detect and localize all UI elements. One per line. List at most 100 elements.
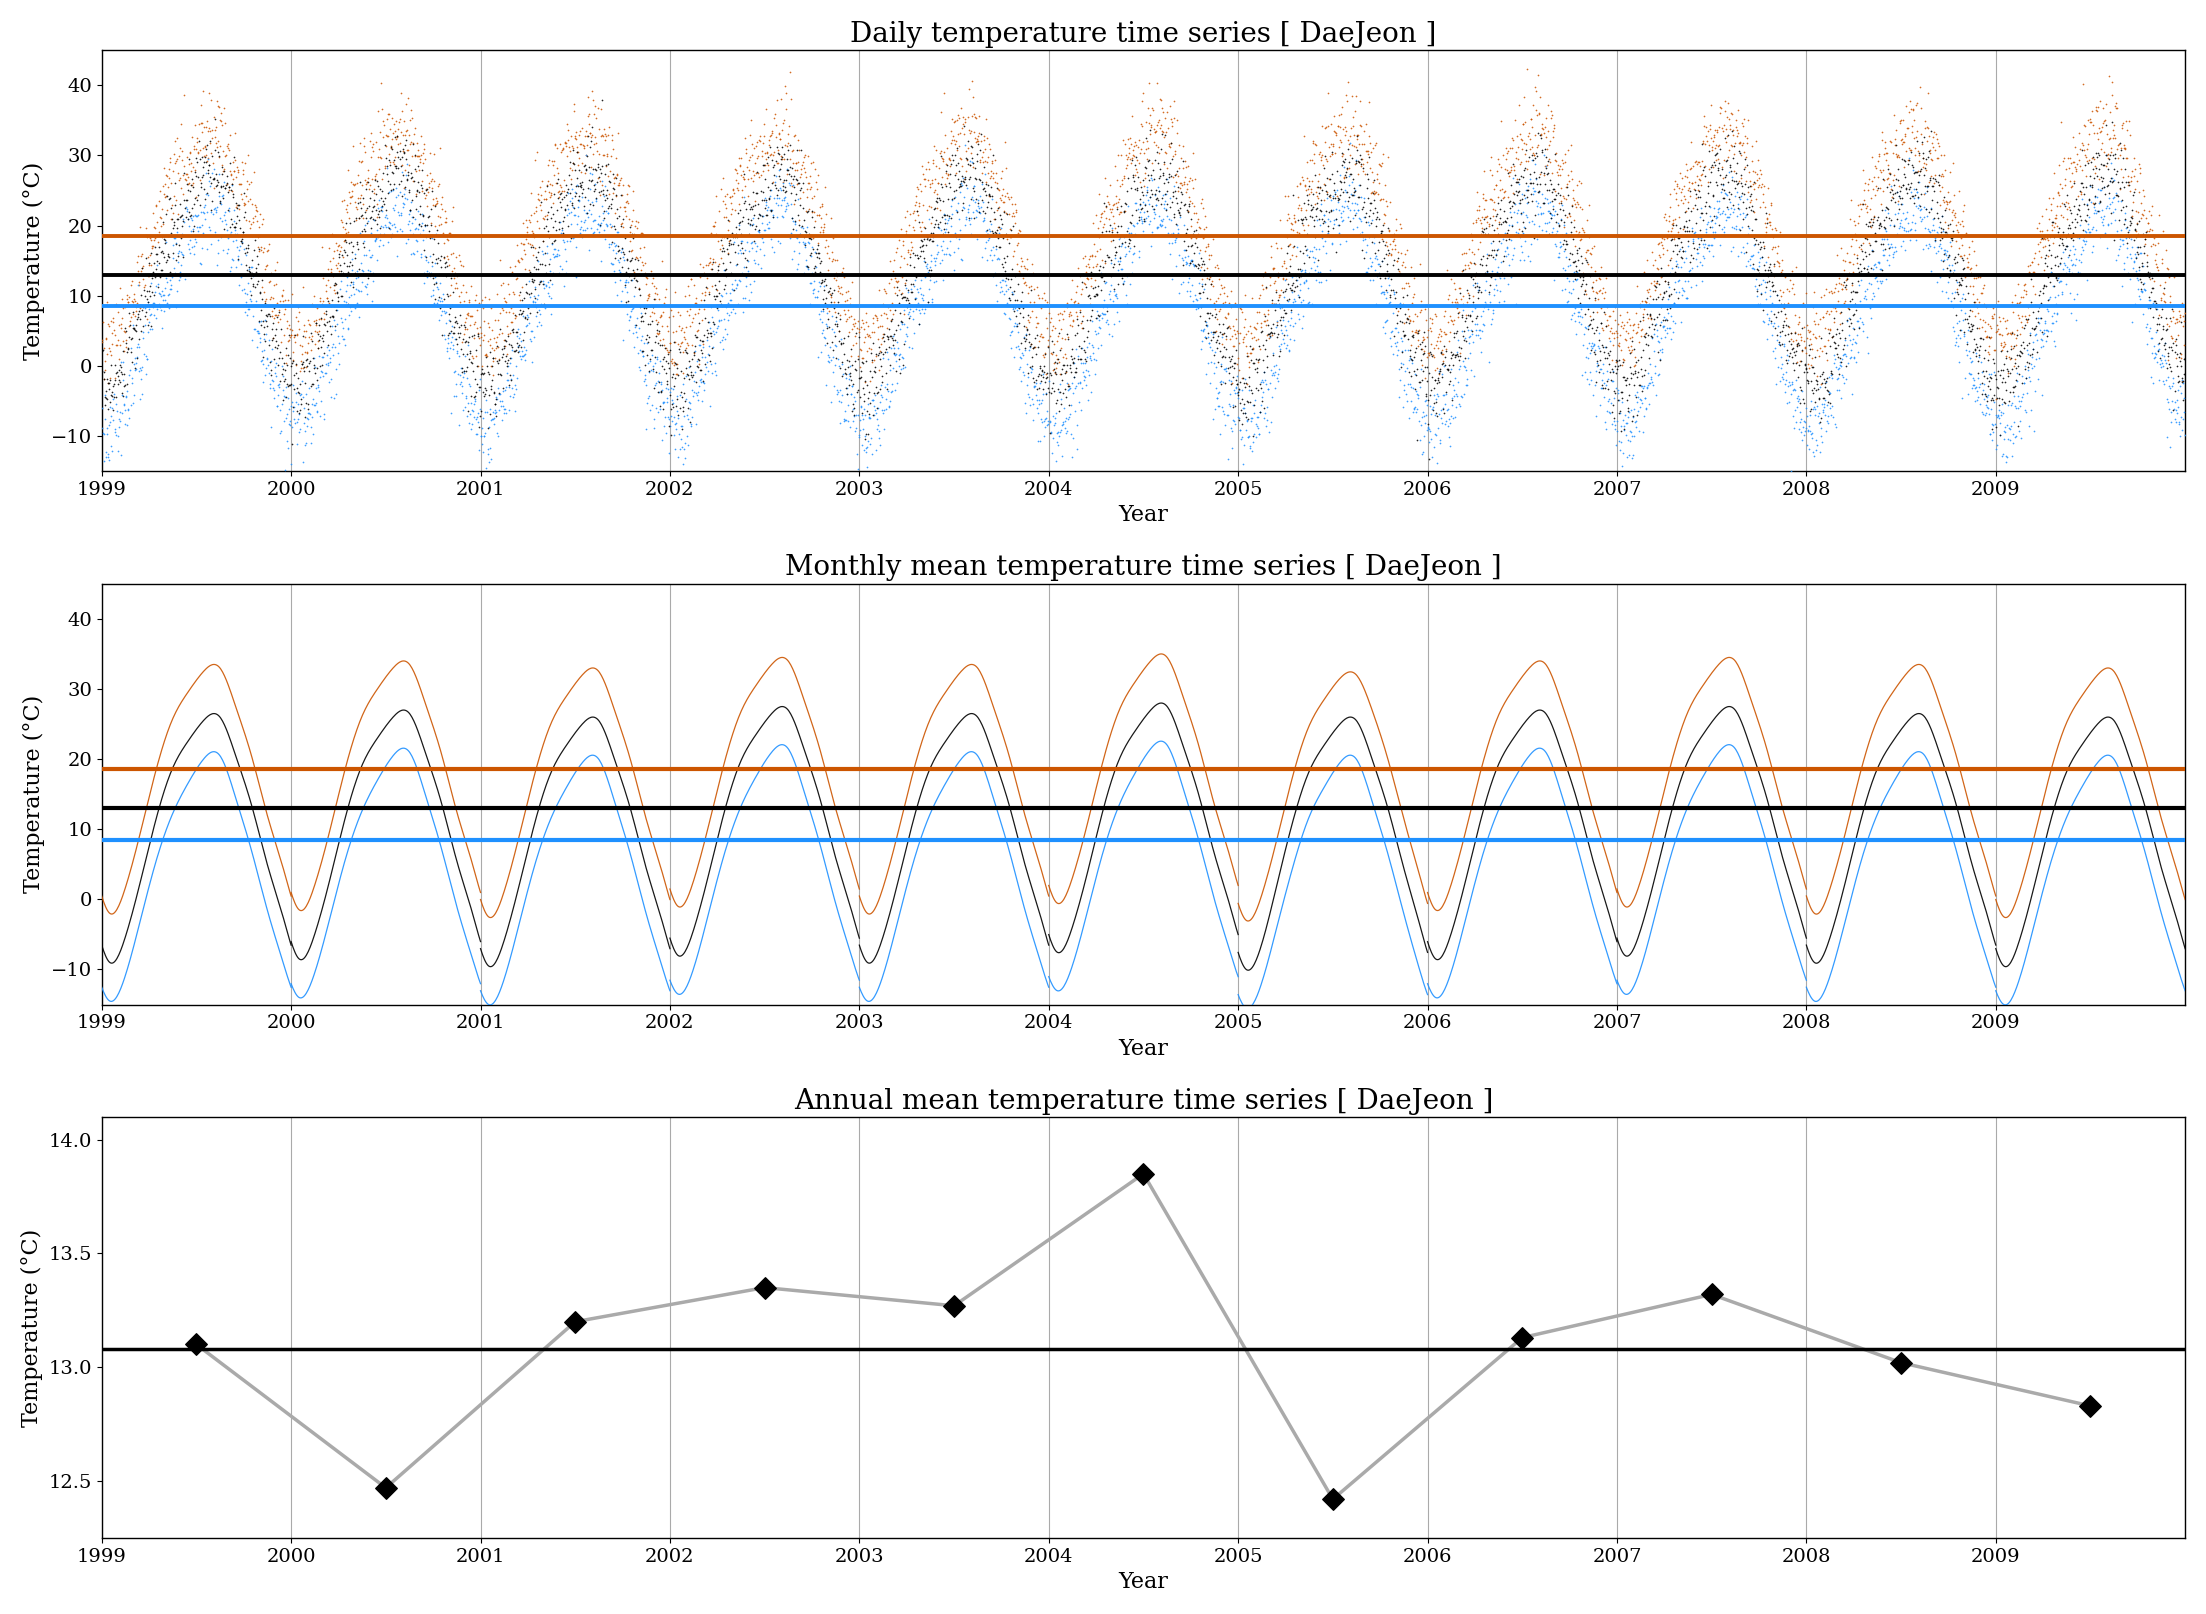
- Point: [1088, 249, 1123, 274]
- Point: [1961, 374, 1996, 400]
- Point: [1524, 200, 1560, 226]
- Point: [642, 286, 677, 312]
- Point: [461, 395, 496, 421]
- Point: [110, 371, 146, 397]
- Point: [485, 341, 521, 366]
- Point: [1099, 195, 1134, 221]
- Point: [168, 161, 203, 187]
- Point: [176, 132, 212, 158]
- Point: [1910, 173, 1946, 199]
- Point: [1963, 279, 1999, 305]
- Point: [1835, 302, 1871, 328]
- Point: [1017, 334, 1052, 360]
- Point: [1182, 190, 1218, 216]
- Point: [432, 336, 468, 362]
- Point: [662, 405, 697, 431]
- Point: [1591, 313, 1626, 339]
- Point: [2043, 263, 2078, 289]
- Point: [1167, 153, 1202, 179]
- Point: [1169, 176, 1204, 202]
- Point: [1471, 242, 1507, 268]
- Point: [529, 173, 565, 199]
- Point: [990, 305, 1026, 331]
- Point: [1760, 232, 1796, 258]
- Point: [1895, 119, 1930, 145]
- Point: [329, 289, 364, 315]
- Point: [408, 147, 443, 173]
- Point: [1948, 320, 1983, 345]
- Point: [847, 368, 882, 394]
- Point: [1048, 294, 1083, 320]
- Point: [567, 142, 602, 168]
- Point: [1946, 192, 1981, 218]
- Point: [1963, 371, 1999, 397]
- Point: [384, 153, 419, 179]
- Point: [1057, 399, 1092, 424]
- Point: [1196, 292, 1231, 318]
- Point: [1326, 142, 1361, 168]
- Point: [664, 434, 699, 460]
- Point: [2052, 244, 2087, 270]
- Point: [805, 316, 840, 342]
- Point: [1758, 305, 1793, 331]
- Point: [84, 337, 119, 363]
- Point: [1460, 205, 1496, 231]
- Point: [2052, 197, 2087, 223]
- Point: [1641, 362, 1677, 387]
- Point: [1884, 207, 1919, 232]
- Point: [1187, 271, 1222, 297]
- Point: [1904, 129, 1939, 155]
- Point: [781, 150, 816, 176]
- Point: [452, 410, 488, 436]
- Point: [1822, 353, 1857, 379]
- Point: [1156, 223, 1191, 249]
- Point: [1244, 370, 1279, 395]
- Point: [935, 223, 971, 249]
- Point: [977, 242, 1013, 268]
- Point: [479, 400, 514, 426]
- Point: [2131, 260, 2166, 286]
- Point: [1407, 410, 1443, 436]
- Point: [1284, 315, 1319, 341]
- Point: [1507, 129, 1542, 155]
- Point: [1736, 255, 1771, 281]
- Point: [1454, 318, 1489, 344]
- Point: [1441, 339, 1476, 365]
- Point: [225, 226, 260, 252]
- Point: [1251, 273, 1286, 299]
- Point: [1829, 271, 1864, 297]
- Point: [1822, 349, 1857, 374]
- Point: [2025, 274, 2060, 300]
- Point: [847, 423, 882, 449]
- Point: [2016, 316, 2052, 342]
- Point: [832, 363, 867, 389]
- Point: [631, 312, 666, 337]
- Point: [267, 405, 302, 431]
- Point: [1447, 305, 1482, 331]
- Point: [1041, 420, 1077, 445]
- Point: [574, 176, 609, 202]
- Point: [1240, 355, 1275, 381]
- Point: [1204, 321, 1240, 347]
- Point: [1650, 218, 1685, 244]
- Point: [1004, 289, 1039, 315]
- Point: [1057, 307, 1092, 332]
- Point: [463, 402, 499, 428]
- Point: [1952, 257, 1988, 282]
- Point: [346, 124, 382, 150]
- Point: [1107, 234, 1143, 260]
- Point: [210, 197, 245, 223]
- Point: [1999, 342, 2034, 368]
- Point: [1579, 352, 1615, 378]
- Point: [1449, 371, 1485, 397]
- Point: [1103, 245, 1138, 271]
- Point: [1085, 261, 1121, 287]
- Point: [1849, 323, 1884, 349]
- Point: [1910, 203, 1946, 229]
- Point: [1118, 147, 1154, 173]
- Point: [1862, 211, 1897, 237]
- Point: [1178, 231, 1213, 257]
- Point: [1619, 379, 1654, 405]
- Point: [867, 278, 902, 303]
- Point: [377, 152, 413, 178]
